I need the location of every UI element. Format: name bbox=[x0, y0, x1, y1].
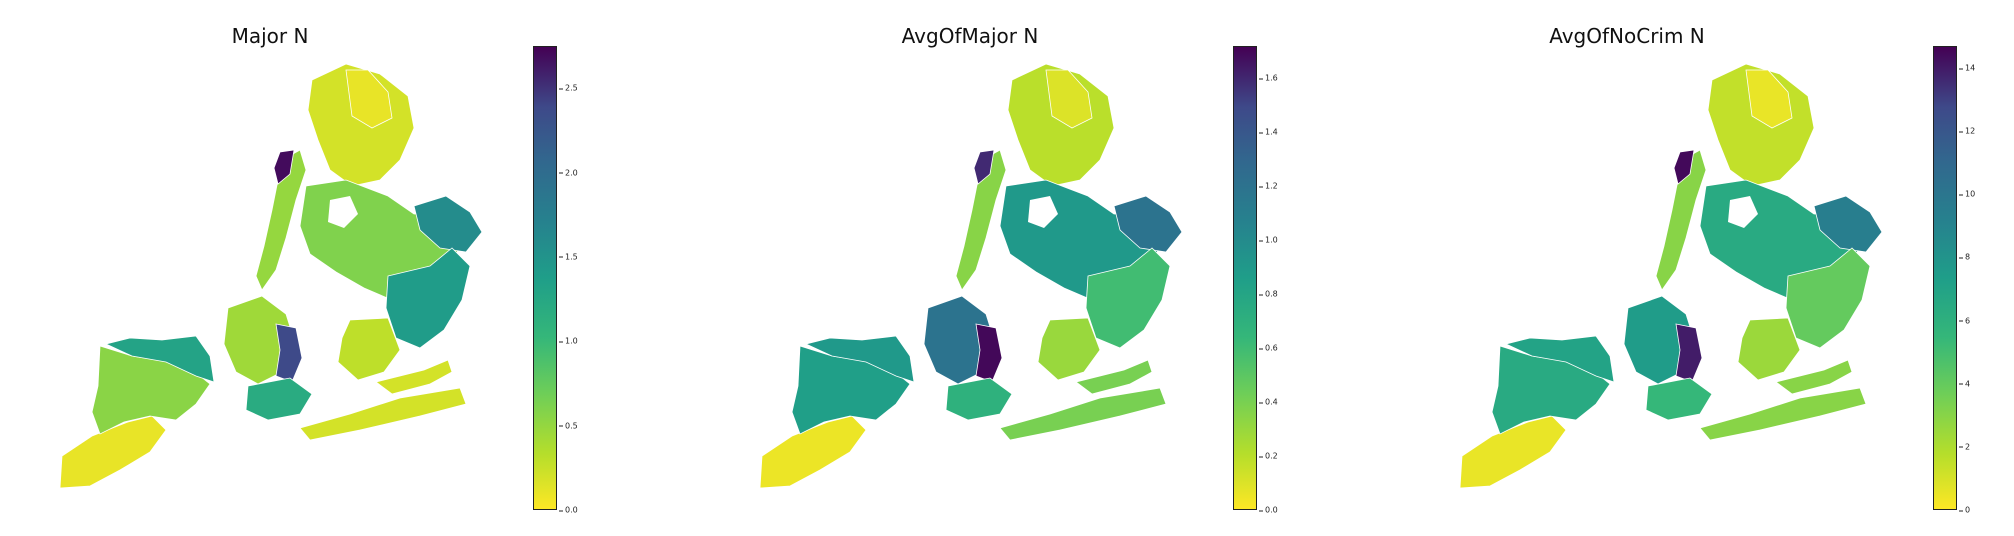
colorbar-tick-label: 4 bbox=[1958, 379, 1971, 389]
colorbar-tick-label: 6 bbox=[1958, 316, 1971, 326]
map-region-brooklyn-south bbox=[945, 377, 1013, 421]
map-panel-major-n: Major N 0.0 0.5 1.0 1.5 2.0 2.5 bbox=[0, 0, 700, 536]
map-region-queens-ne bbox=[413, 195, 483, 253]
colorbar-tick-label: 10 bbox=[1958, 189, 1976, 199]
map-water-gap bbox=[1028, 196, 1058, 228]
map-region-queens-east bbox=[1085, 247, 1171, 349]
panel-title: Major N bbox=[231, 24, 309, 48]
colorbar-tick-label: 8 bbox=[1958, 252, 1971, 262]
map-region-queens-south bbox=[1037, 317, 1101, 381]
colorbar-tick-label: 2.5 bbox=[559, 83, 578, 93]
colorbar-tick-label: 0.8 bbox=[1259, 289, 1278, 299]
map-region-staten-ne bbox=[1504, 335, 1615, 383]
colorbar-tick-label: 1.0 bbox=[1259, 235, 1278, 245]
colorbar-tick-label: 1.2 bbox=[1259, 181, 1278, 191]
colorbar bbox=[533, 46, 557, 510]
map-region-staten-ne bbox=[804, 335, 915, 383]
map-water-gap bbox=[1728, 196, 1758, 228]
map-region-brooklyn-coast bbox=[299, 387, 467, 441]
map-region-brooklyn-south bbox=[1645, 377, 1713, 421]
choropleth-map bbox=[59, 63, 483, 489]
map-region-manhattan bbox=[1655, 149, 1707, 291]
panel-title: AvgOfNoCrim N bbox=[1549, 24, 1705, 48]
map-region-brooklyn-coast bbox=[999, 387, 1167, 441]
map-region-brooklyn-coast bbox=[1699, 387, 1867, 441]
map-region-rockaway bbox=[1775, 359, 1853, 395]
map-region-queens-south bbox=[1737, 317, 1801, 381]
map-region-staten bbox=[759, 415, 867, 489]
map-panel-avgofnocrim-n: AvgOfNoCrim N 0 2 4 6 8 10 12 14 bbox=[1400, 0, 2014, 536]
colorbar-tick-label: 0.0 bbox=[559, 505, 578, 515]
map-region-queens-east bbox=[385, 247, 471, 349]
colorbar bbox=[1233, 46, 1257, 510]
map-region-staten bbox=[59, 415, 167, 489]
colorbar-tick-label: 0.5 bbox=[559, 421, 578, 431]
colorbar-tick-label: 1.5 bbox=[559, 252, 578, 262]
colorbar-tick-label: 0.4 bbox=[1259, 397, 1278, 407]
map-water-gap bbox=[328, 196, 358, 228]
map-region-manhattan-hot bbox=[273, 149, 295, 185]
map-region-rockaway bbox=[1075, 359, 1153, 395]
map-region-manhattan bbox=[955, 149, 1007, 291]
map-region-queens-ne bbox=[1113, 195, 1183, 253]
colorbar-tick-label: 0.0 bbox=[1259, 505, 1278, 515]
choropleth-map bbox=[1459, 63, 1883, 489]
map-region-manhattan bbox=[255, 149, 307, 291]
map-region-manhattan-hot bbox=[973, 149, 995, 185]
colorbar-tick-label: 0.6 bbox=[1259, 343, 1278, 353]
map-region-brooklyn-mid bbox=[1675, 323, 1703, 383]
colorbar-tick-label: 1.0 bbox=[559, 336, 578, 346]
colorbar-tick-label: 2.0 bbox=[559, 168, 578, 178]
map-region-bronx-east bbox=[1045, 69, 1093, 129]
map-region-staten-ne bbox=[104, 335, 215, 383]
map-region-brooklyn-mid bbox=[275, 323, 303, 383]
map-region-brooklyn-south bbox=[245, 377, 313, 421]
colorbar-tick-label: 12 bbox=[1958, 126, 1976, 136]
map-region-bronx-east bbox=[345, 69, 393, 129]
map-region-queens-south bbox=[337, 317, 401, 381]
colorbar-tick-label: 0.2 bbox=[1259, 451, 1278, 461]
map-region-manhattan-hot bbox=[1673, 149, 1695, 185]
map-region-queens-east bbox=[1785, 247, 1871, 349]
colorbar-tick-label: 1.4 bbox=[1259, 127, 1278, 137]
map-region-bronx-east bbox=[1745, 69, 1793, 129]
map-region-rockaway bbox=[375, 359, 453, 395]
choropleth-map bbox=[759, 63, 1183, 489]
colorbar-tick-label: 14 bbox=[1958, 63, 1976, 73]
panel-title: AvgOfMajor N bbox=[901, 24, 1039, 48]
map-region-staten bbox=[1459, 415, 1567, 489]
map-region-brooklyn-mid bbox=[975, 323, 1003, 383]
map-region-queens-ne bbox=[1813, 195, 1883, 253]
map-panel-avgofmajor-n: AvgOfMajor N 0.0 0.2 0.4 0.6 0.8 1.0 1.2 1.4 1.6 bbox=[700, 0, 1400, 536]
colorbar-tick-label: 1.6 bbox=[1259, 73, 1278, 83]
colorbar-tick-label: 2 bbox=[1958, 442, 1971, 452]
colorbar bbox=[1933, 46, 1957, 510]
colorbar-tick-label: 0 bbox=[1958, 505, 1971, 515]
